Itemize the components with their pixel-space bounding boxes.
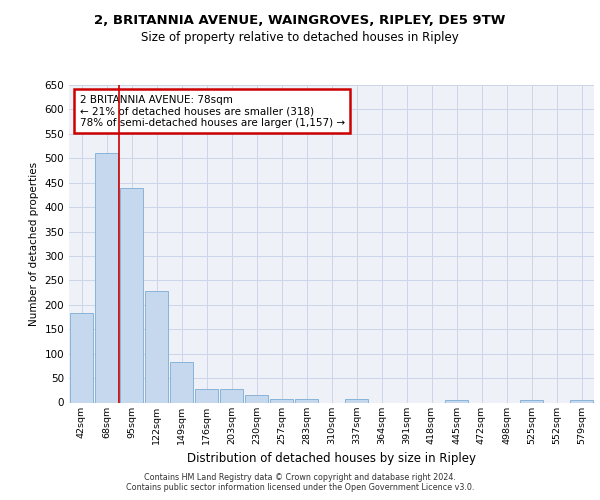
Bar [70,313,94,402]
Text: 2, BRITANNIA AVENUE, WAINGROVES, RIPLEY, DE5 9TW: 2, BRITANNIA AVENUE, WAINGROVES, RIPLEY,… [94,14,506,27]
Bar [569,400,593,402]
Bar [220,389,244,402]
Bar [194,389,218,402]
Text: Size of property relative to detached houses in Ripley: Size of property relative to detached ho… [141,31,459,44]
Y-axis label: Number of detached properties: Number of detached properties [29,162,39,326]
Bar [344,398,368,402]
Bar [295,398,319,402]
Bar [445,400,469,402]
Bar [119,188,143,402]
Bar [245,395,268,402]
Bar [269,398,293,402]
Bar [145,291,169,403]
Text: Contains HM Land Registry data © Crown copyright and database right 2024.
Contai: Contains HM Land Registry data © Crown c… [126,473,474,492]
X-axis label: Distribution of detached houses by size in Ripley: Distribution of detached houses by size … [187,452,476,465]
Text: 2 BRITANNIA AVENUE: 78sqm
← 21% of detached houses are smaller (318)
78% of semi: 2 BRITANNIA AVENUE: 78sqm ← 21% of detac… [79,94,344,128]
Bar [170,362,193,403]
Bar [520,400,544,402]
Bar [95,154,118,402]
